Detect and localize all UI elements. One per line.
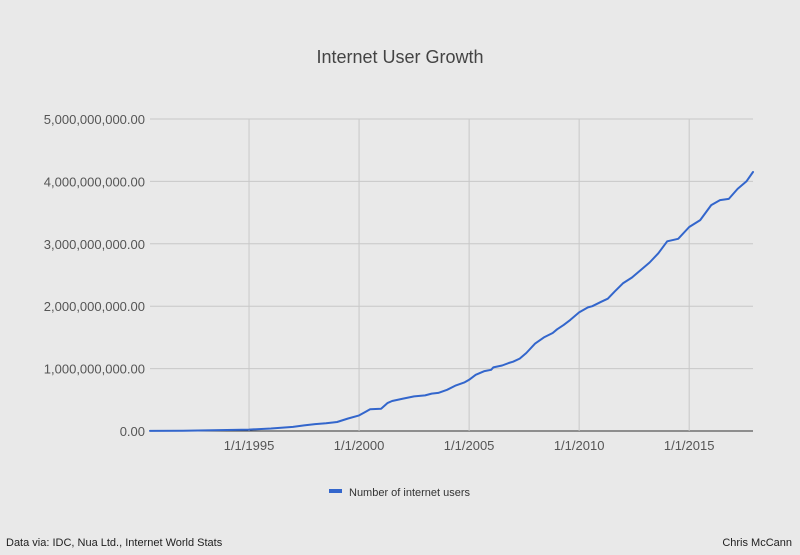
x-tick-label: 1/1/2010: [554, 438, 605, 453]
y-tick-label: 3,000,000,000.00: [44, 237, 145, 252]
y-tick-label: 2,000,000,000.00: [44, 299, 145, 314]
x-tick-label: 1/1/2015: [664, 438, 715, 453]
legend[interactable]: Number of internet users: [329, 487, 471, 499]
chart-title: Internet User Growth: [316, 47, 483, 67]
grid-lines: [150, 118, 753, 432]
y-tick-label: 4,000,000,000.00: [44, 174, 145, 189]
y-tick-label: 5,000,000,000.00: [44, 112, 145, 127]
legend-label: Number of internet users: [349, 487, 471, 499]
y-tick-label: 0.00: [120, 424, 145, 439]
series-layer: [149, 171, 754, 432]
x-tick-label: 1/1/1995: [224, 438, 275, 453]
y-tick-label: 1,000,000,000.00: [44, 362, 145, 377]
author-credit: Chris McCann: [722, 537, 792, 549]
axis-labels: 0.00 1,000,000,000.00 2,000,000,000.00 3,00…: [44, 112, 715, 453]
source-note: Data via: IDC, Nua Ltd., Internet World …: [6, 537, 223, 549]
legend-swatch: [329, 489, 342, 493]
series-line[interactable]: [149, 171, 754, 432]
x-tick-label: 1/1/2005: [444, 438, 495, 453]
x-tick-label: 1/1/2000: [334, 438, 385, 453]
